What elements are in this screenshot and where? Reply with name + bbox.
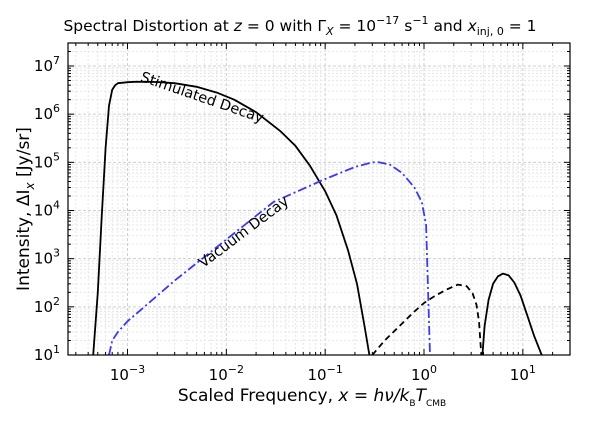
y-tick-label: 105 (34, 150, 60, 171)
x-tick-label: 10−2 (209, 363, 244, 384)
x-axis-label: Scaled Frequency, x = hν/kBTCMB (178, 386, 446, 409)
annotation-2: Vacuum Decay (196, 193, 292, 271)
series-line-3 (371, 283, 483, 355)
x-tick-label: 10−3 (110, 363, 145, 384)
plot-border (67, 42, 571, 356)
y-tick-label: 107 (34, 54, 60, 75)
chart-title: Spectral Distortion at z = 0 with ΓX = 1… (63, 14, 536, 38)
x-tick-label: 100 (411, 363, 437, 384)
y-tick-label: 104 (34, 198, 60, 219)
y-tick-label: 106 (34, 102, 60, 123)
series-line-1 (92, 80, 371, 355)
y-tick-label: 103 (34, 247, 60, 268)
y-tick-label: 101 (34, 343, 60, 364)
axes-frame (67, 42, 571, 356)
series-line-4 (481, 272, 543, 355)
x-tick-label: 10−1 (308, 363, 343, 384)
series-line-2 (108, 161, 431, 355)
grid-lines (68, 42, 571, 356)
series-group (92, 80, 543, 355)
y-tick-label: 102 (34, 295, 60, 316)
y-axis-label: Intensity, ΔIx [Jy/sr] (14, 127, 37, 291)
x-tick-label: 101 (510, 363, 536, 384)
annotation-1: Stimulated Decay (138, 69, 266, 126)
tick-marks (68, 42, 571, 356)
